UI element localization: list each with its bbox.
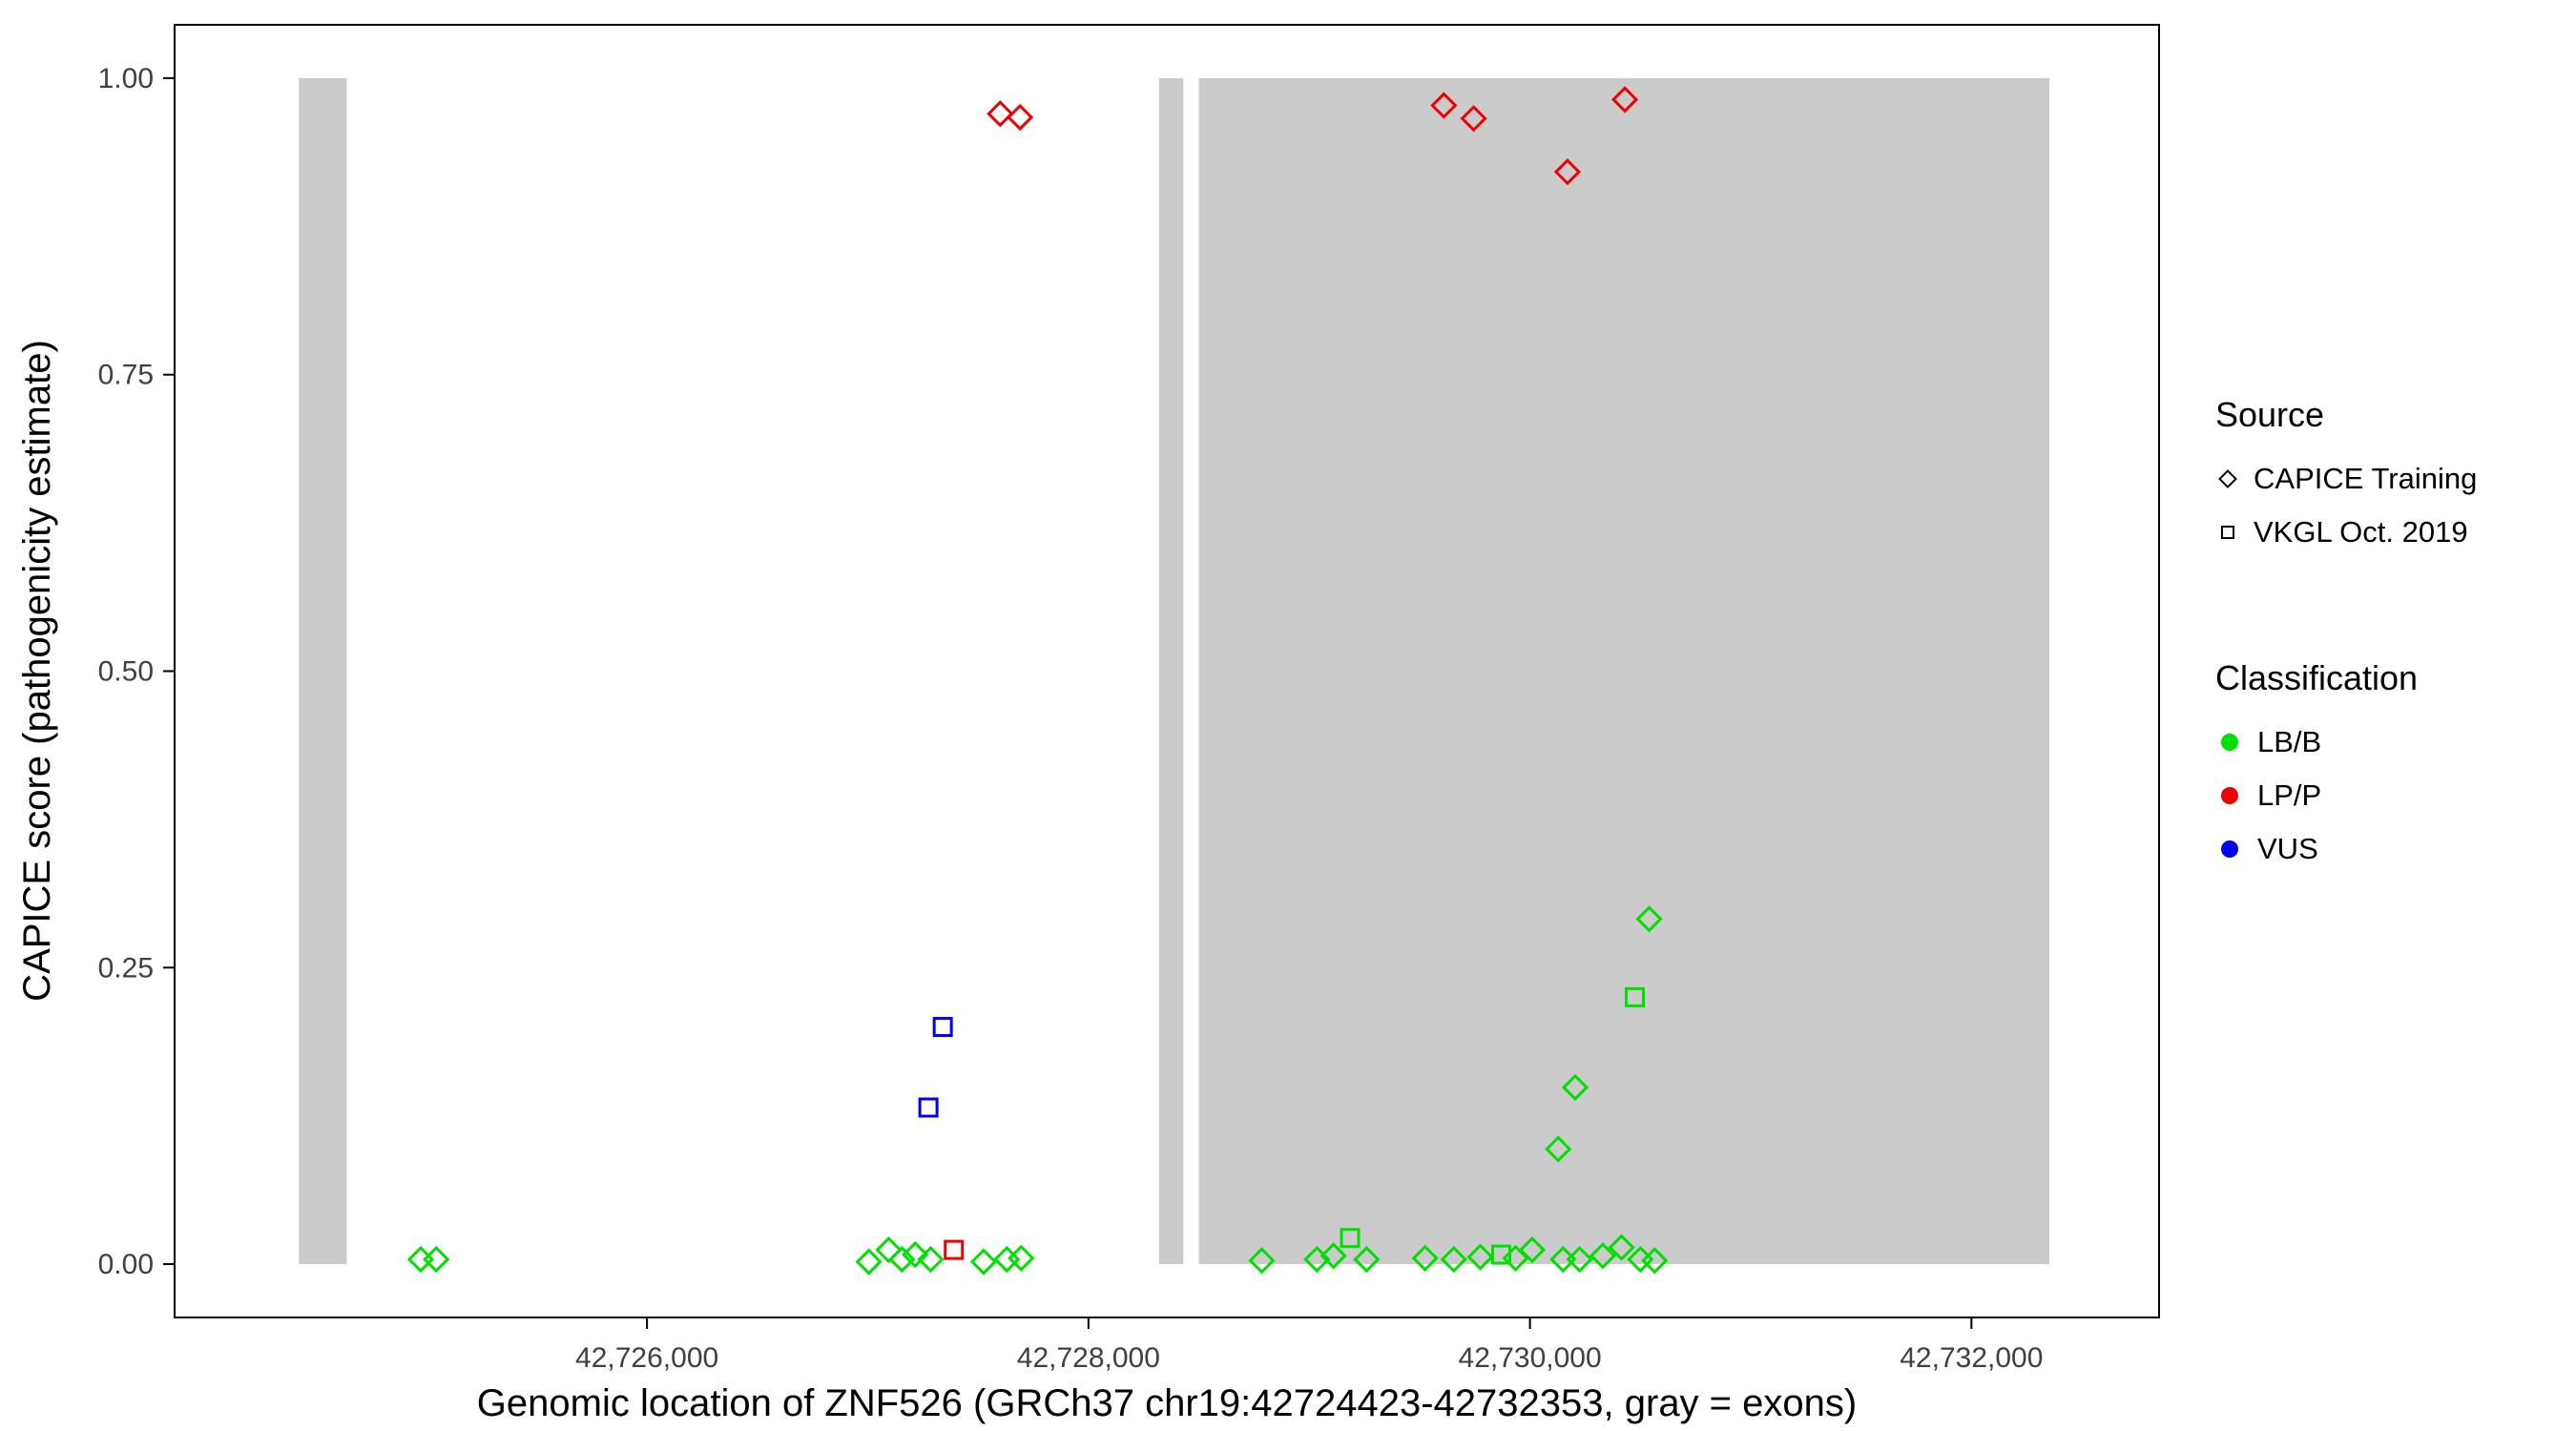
data-point xyxy=(1566,1245,1593,1274)
blue-dot-icon xyxy=(2221,840,2238,858)
legend-source-group: Source CAPICE Training VKGL Oct. 2019 xyxy=(2215,395,2568,559)
data-point xyxy=(1589,1242,1617,1270)
legend-item-vkgl: VKGL Oct. 2019 xyxy=(2215,506,2568,559)
legend-classification-group: Classification LB/B LP/P VUS xyxy=(2215,658,2568,876)
x-axis-title: Genomic location of ZNF526 (GRCh37 chr19… xyxy=(477,1382,1857,1424)
data-point xyxy=(993,1245,1021,1274)
exon-region xyxy=(1158,77,1184,1265)
legend-item-vus: VUS xyxy=(2215,822,2568,876)
data-point xyxy=(855,1248,883,1275)
data-point xyxy=(1553,158,1582,186)
legend-item-label: VKGL Oct. 2019 xyxy=(2254,515,2468,549)
data-point xyxy=(1303,1245,1331,1274)
data-point xyxy=(918,1097,939,1118)
square-marker-icon xyxy=(2221,526,2234,539)
y-tick-label: 0.00 xyxy=(98,1249,154,1280)
x-tick-label: 42,732,000 xyxy=(1900,1342,2043,1374)
data-point xyxy=(1248,1247,1276,1275)
legend-item-label: VUS xyxy=(2257,832,2318,865)
legend-item-label: LB/B xyxy=(2257,725,2322,758)
data-point xyxy=(917,1245,945,1274)
y-tick-label: 0.75 xyxy=(98,360,154,391)
legend-item-label: CAPICE Training xyxy=(2254,462,2478,495)
data-point xyxy=(1340,1228,1361,1249)
data-point xyxy=(1518,1236,1547,1264)
data-point xyxy=(1319,1242,1347,1270)
data-point xyxy=(944,1239,965,1260)
x-tick-label: 42,728,000 xyxy=(1017,1342,1160,1374)
data-point xyxy=(423,1245,450,1274)
data-point xyxy=(1007,103,1034,132)
legend-item-lpp: LP/P xyxy=(2215,769,2568,822)
data-point xyxy=(1440,1245,1467,1274)
diamond-marker-icon xyxy=(2218,469,2237,488)
data-point xyxy=(987,100,1014,128)
data-point xyxy=(1466,1243,1494,1271)
data-point xyxy=(1641,1247,1669,1275)
data-point xyxy=(1610,86,1639,114)
y-tick-label: 1.00 xyxy=(98,63,154,94)
green-dot-icon xyxy=(2221,734,2238,751)
data-point xyxy=(1008,1244,1035,1272)
legend-item-capice-training: CAPICE Training xyxy=(2215,452,2568,506)
data-point xyxy=(1625,986,1646,1007)
exon-region xyxy=(1198,77,2050,1265)
data-point xyxy=(888,1245,916,1274)
y-tick-label: 0.25 xyxy=(98,952,154,984)
data-point xyxy=(1460,105,1487,133)
legend-item-label: LP/P xyxy=(2257,778,2322,812)
exon-region xyxy=(299,77,347,1265)
data-point xyxy=(875,1236,903,1264)
y-axis-title: CAPICE score (pathogenicity estimate) xyxy=(16,340,58,1002)
data-point xyxy=(1491,1244,1512,1265)
legend-classification-title: Classification xyxy=(2215,658,2419,697)
legend-item-lbb: LB/B xyxy=(2215,716,2568,769)
data-point xyxy=(1353,1245,1381,1274)
data-point xyxy=(902,1240,929,1269)
x-tick-label: 42,730,000 xyxy=(1459,1342,1602,1374)
data-point xyxy=(1545,1135,1572,1163)
data-point xyxy=(1561,1073,1589,1101)
data-point xyxy=(969,1248,998,1275)
red-dot-icon xyxy=(2221,787,2238,804)
data-point xyxy=(406,1245,435,1274)
legend-source-title: Source xyxy=(2215,395,2325,434)
data-point xyxy=(1608,1234,1635,1261)
data-point xyxy=(1411,1244,1439,1272)
x-tick-label: 42,726,000 xyxy=(575,1342,718,1374)
legend: Source CAPICE Training VKGL Oct. 2019 Cl… xyxy=(2215,395,2568,876)
data-point xyxy=(1430,92,1458,119)
y-tick-label: 0.50 xyxy=(98,656,154,688)
data-point xyxy=(1635,905,1663,933)
data-point xyxy=(932,1016,953,1037)
